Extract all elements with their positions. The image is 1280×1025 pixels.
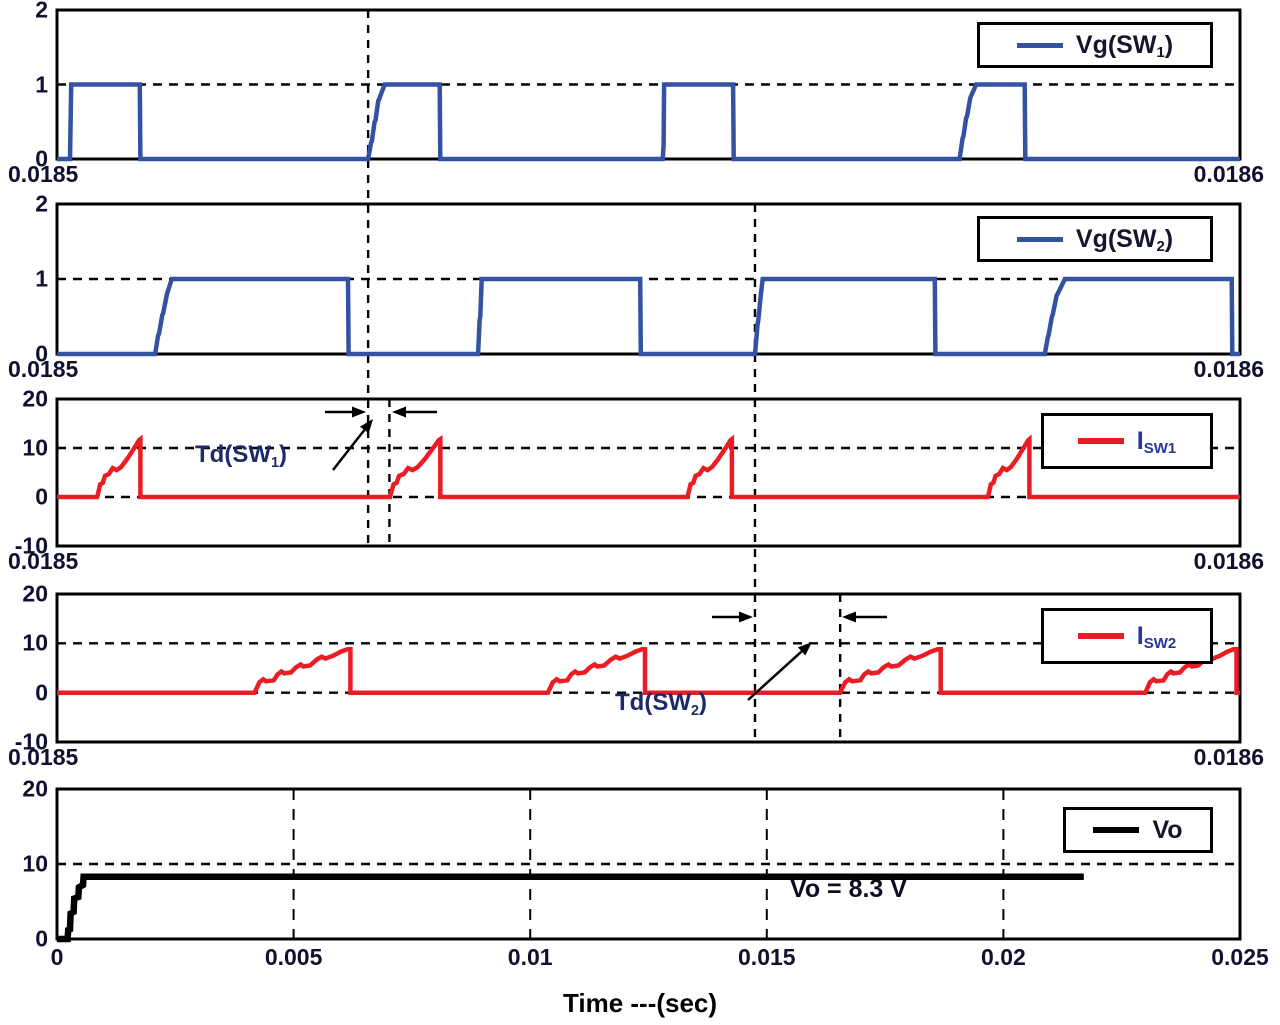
arrow-head [352,406,366,418]
waveform-vg-sw2 [57,276,1240,357]
waveform-i-sw2 [57,647,1240,695]
waveform-vo [57,873,1084,943]
arrow-head [392,406,406,418]
arrow-head [797,642,812,656]
waveform-vg-sw1 [57,82,1240,162]
panel-border-i-sw1 [55,397,1242,548]
waveform-i-sw1 [57,434,1240,500]
panel-border-vo [55,787,1242,941]
arrow-head [739,611,753,623]
arrow-shaft [332,429,366,471]
panel-border-i-sw2 [55,592,1242,744]
arrow-head [360,419,373,434]
arrow-shaft [747,650,803,701]
arrow-head [842,611,856,623]
